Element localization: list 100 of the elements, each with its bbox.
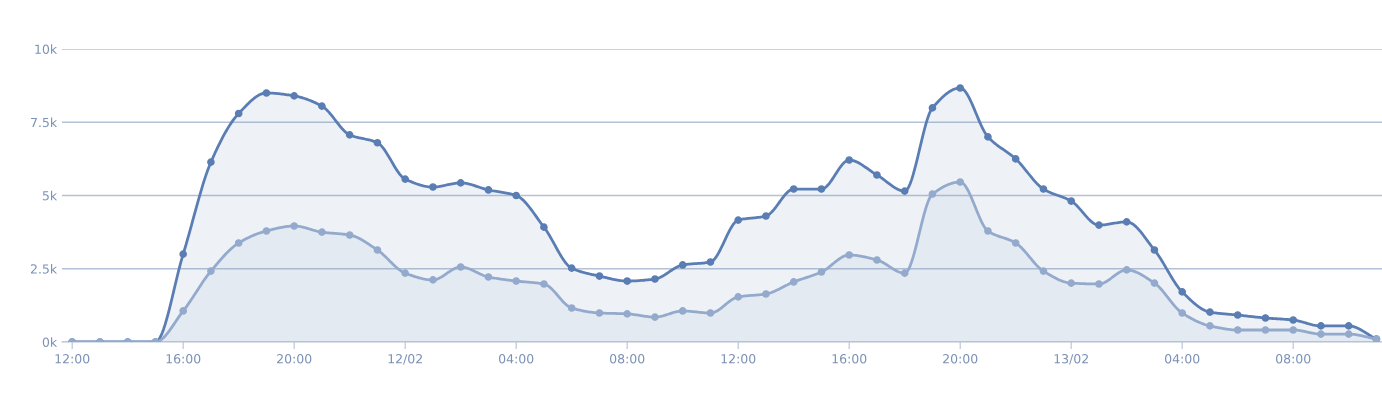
x-tick-label: 08:00	[610, 354, 645, 364]
point	[484, 186, 493, 194]
point	[873, 256, 881, 264]
point	[706, 258, 715, 266]
point	[207, 267, 215, 275]
x-tick-label: 20:00	[277, 354, 312, 364]
point	[429, 276, 437, 284]
point	[401, 175, 410, 183]
point	[789, 185, 798, 193]
point	[1261, 326, 1270, 334]
point	[1206, 322, 1214, 330]
point	[984, 133, 992, 141]
point	[1344, 330, 1353, 338]
point	[956, 84, 965, 92]
point	[262, 89, 271, 97]
x-tick-label: 04:00	[1165, 354, 1200, 364]
point	[900, 269, 909, 277]
point	[1039, 267, 1048, 275]
point	[762, 290, 770, 298]
point	[956, 178, 965, 186]
point	[373, 246, 382, 254]
point	[845, 156, 854, 164]
point	[567, 304, 576, 312]
y-tick-label: 0k	[42, 337, 58, 347]
point	[1150, 246, 1159, 254]
point	[1317, 330, 1325, 338]
point	[234, 239, 243, 247]
point	[1178, 309, 1187, 317]
x-tick-label: 12:00	[721, 354, 756, 364]
point	[1011, 239, 1020, 247]
point	[290, 92, 298, 100]
x-tick-label: 04:00	[499, 354, 534, 364]
point	[456, 179, 465, 187]
point	[928, 104, 937, 112]
point	[207, 158, 215, 166]
point	[1206, 308, 1214, 316]
x-tick-label: 12:00	[55, 354, 90, 364]
point	[1344, 322, 1353, 330]
y-tick-label: 7.5k	[31, 117, 58, 128]
point	[762, 212, 770, 220]
point	[1289, 316, 1298, 324]
x-tick-label: 16:00	[832, 354, 867, 364]
point	[373, 138, 382, 147]
point	[1178, 288, 1187, 296]
point	[1011, 155, 1020, 163]
point	[1150, 279, 1159, 287]
point	[345, 131, 354, 139]
point	[1039, 185, 1048, 193]
x-tick-label: 08:00	[1276, 354, 1311, 364]
point	[290, 222, 298, 230]
point	[623, 310, 632, 318]
y-tick-label: 10k	[35, 44, 58, 54]
point	[1122, 218, 1131, 226]
point	[734, 216, 743, 224]
point	[595, 309, 604, 317]
point	[595, 272, 604, 280]
point	[318, 102, 326, 110]
point	[984, 227, 992, 235]
point	[456, 263, 465, 271]
point	[484, 273, 493, 281]
point	[1122, 266, 1131, 274]
point	[734, 293, 743, 301]
point	[401, 269, 410, 277]
point	[1095, 221, 1103, 229]
x-tick-label: 16:00	[166, 354, 201, 364]
point	[1233, 326, 1242, 334]
point	[262, 227, 271, 235]
point	[651, 275, 659, 283]
point	[1067, 279, 1076, 287]
point	[789, 278, 798, 286]
point	[179, 250, 187, 258]
x-tick-label: 13/02	[1054, 354, 1088, 365]
point	[1233, 311, 1242, 319]
y-tick-label: 2.5k	[30, 264, 58, 274]
point	[678, 261, 687, 269]
point	[873, 171, 881, 179]
point	[318, 228, 326, 236]
point	[512, 277, 521, 285]
point	[651, 313, 659, 321]
point	[234, 109, 243, 118]
point	[179, 307, 187, 315]
point	[345, 231, 354, 239]
point	[817, 268, 826, 276]
point	[1317, 322, 1325, 330]
point	[567, 264, 576, 272]
point	[1289, 326, 1298, 334]
point	[817, 185, 826, 193]
point	[1067, 197, 1076, 205]
point	[512, 191, 521, 200]
point	[928, 190, 937, 198]
point	[429, 183, 437, 191]
point	[706, 309, 715, 317]
x-tick-label: 20:00	[943, 354, 978, 364]
point	[540, 223, 548, 231]
point	[845, 251, 854, 259]
point	[623, 277, 632, 285]
point	[1095, 280, 1103, 288]
point	[900, 187, 909, 195]
point	[1261, 314, 1270, 322]
point	[678, 307, 687, 315]
